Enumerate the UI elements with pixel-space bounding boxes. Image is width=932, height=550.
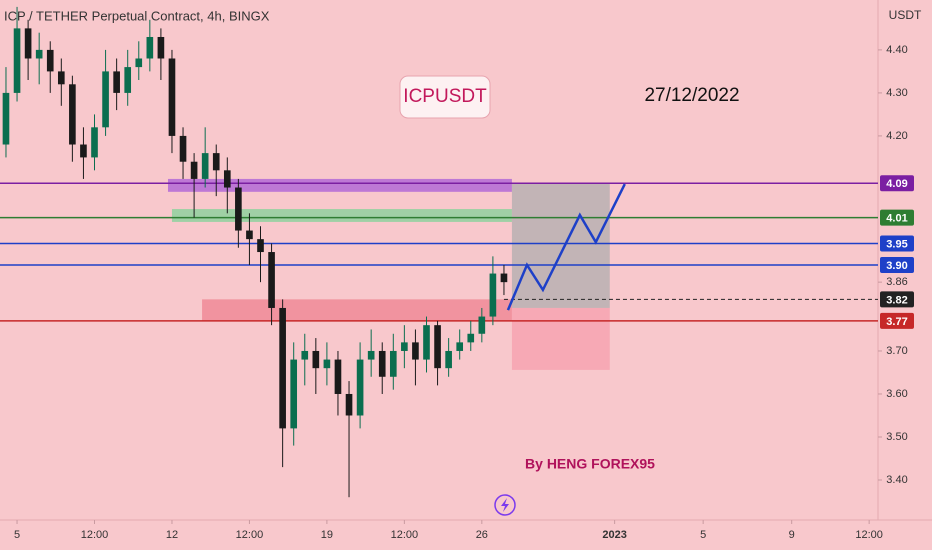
x-tick-label: 5 [14, 529, 20, 541]
date-note: 27/12/2022 [644, 85, 739, 106]
candle-body [157, 36, 165, 59]
x-tick-label: 12:00 [391, 529, 419, 541]
candle-body [146, 36, 154, 59]
candle-body [190, 161, 198, 179]
candle-body [268, 252, 275, 308]
candle-body [323, 359, 331, 369]
candle-body [301, 350, 309, 360]
x-tick-label: 12:00 [81, 529, 109, 541]
level-label: 4.09 [886, 178, 907, 190]
candle-body [467, 333, 475, 343]
x-tick-label: 2023 [602, 529, 626, 541]
candle-body [2, 92, 10, 145]
candle-body [201, 153, 209, 179]
x-tick-label: 12 [166, 529, 178, 541]
candle-body [246, 230, 253, 240]
zone [171, 209, 512, 222]
zone [511, 183, 610, 308]
candle-body [212, 153, 220, 171]
level-label-box [880, 291, 914, 308]
candle-body [312, 350, 320, 369]
candle-body [102, 71, 109, 128]
candle-body [489, 273, 497, 317]
candle-body [378, 350, 386, 377]
candle-body [113, 71, 120, 93]
level-label: 3.77 [886, 316, 907, 328]
y-tick-label: 3.40 [886, 474, 907, 486]
candle-body [423, 325, 430, 360]
projection-path [506, 183, 626, 311]
zone [202, 299, 512, 321]
level-label: 3.90 [886, 260, 907, 272]
x-tick-label: 5 [700, 529, 706, 541]
candle-body [57, 71, 65, 85]
candle-body [478, 316, 486, 334]
y-tick-label: 3.50 [886, 431, 907, 443]
candle-body [279, 307, 286, 429]
x-tick-label: 26 [476, 529, 488, 541]
candle-body [223, 170, 231, 188]
candle-body [135, 58, 143, 68]
candle-body [179, 135, 187, 162]
level-label: 4.01 [886, 213, 907, 225]
x-tick-label: 12:00 [855, 529, 883, 541]
zone [167, 178, 512, 192]
label-box [399, 75, 491, 119]
candle-body [367, 350, 375, 360]
candle-body [456, 342, 464, 351]
candle-body [356, 359, 364, 416]
y-tick-label: 3.60 [886, 388, 907, 400]
y-tick-label: 4.30 [886, 87, 907, 99]
level-label-box [880, 175, 914, 192]
candle-body [24, 28, 32, 59]
candle-body [46, 49, 54, 72]
candle-body [80, 144, 87, 158]
author: By HENG FOREX95 [525, 456, 655, 472]
candle-body [91, 127, 98, 158]
y-tick-label: 3.86 [886, 276, 907, 288]
level-label-box [880, 312, 914, 329]
y-tick-label: 4.40 [886, 44, 907, 56]
candle-body [434, 325, 441, 369]
candle-body [35, 49, 43, 59]
x-tick-label: 19 [321, 529, 333, 541]
candle-body [168, 58, 176, 136]
y-tick-label: 4.20 [886, 130, 907, 142]
level-label: 3.95 [886, 238, 907, 250]
level-label-box [880, 209, 914, 226]
y-tick-label: 3.70 [886, 345, 907, 357]
candle-body [401, 342, 408, 351]
label-box-text: ICPUSDT [403, 86, 487, 107]
candle-body [500, 273, 508, 283]
currency: USDT [889, 8, 922, 22]
zone [511, 307, 610, 370]
candle-body [445, 350, 452, 369]
x-tick-label: 9 [789, 529, 795, 541]
candle-body [345, 393, 353, 416]
candle-body [13, 28, 21, 93]
candle-body [235, 187, 242, 231]
candle-body [124, 67, 132, 93]
candle-body [412, 342, 419, 360]
lightning-glyph [501, 498, 509, 512]
candle-body [257, 239, 264, 253]
level-label-box [880, 256, 914, 273]
candle-body [69, 84, 76, 145]
level-label: 3.82 [886, 294, 907, 306]
candle-body [334, 359, 342, 394]
level-label-box [880, 235, 914, 252]
chart-title: ICP / TETHER Perpetual Contract, 4h, BIN… [4, 8, 270, 23]
candle-body [389, 350, 397, 377]
x-tick-label: 12:00 [236, 529, 264, 541]
plot [0, 6, 878, 498]
candle-body [290, 359, 298, 429]
